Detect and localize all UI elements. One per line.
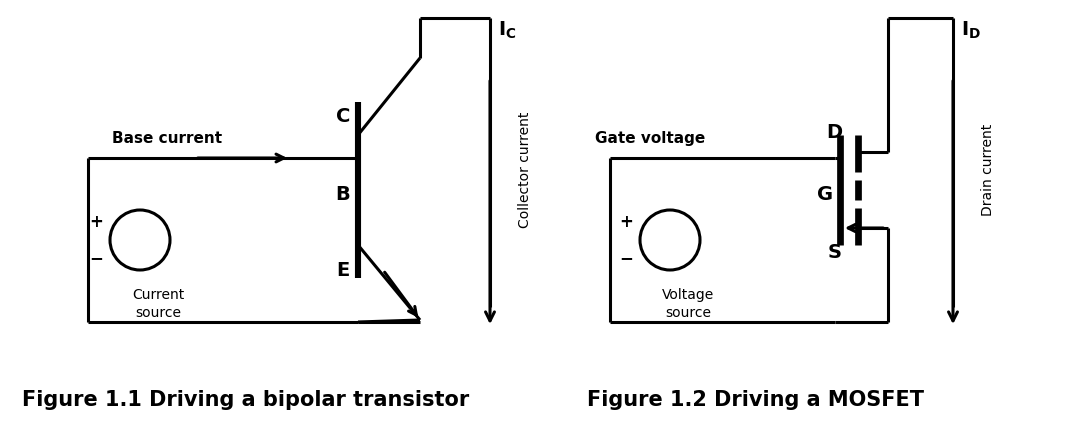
Text: +: + bbox=[89, 213, 103, 231]
Text: +: + bbox=[619, 213, 633, 231]
Circle shape bbox=[110, 210, 170, 270]
Text: B: B bbox=[335, 186, 350, 204]
Text: Figure 1.1 Driving a bipolar transistor: Figure 1.1 Driving a bipolar transistor bbox=[22, 390, 469, 410]
Text: Figure 1.2 Driving a MOSFET: Figure 1.2 Driving a MOSFET bbox=[588, 390, 924, 410]
Text: D: D bbox=[826, 123, 842, 142]
Text: S: S bbox=[828, 243, 842, 262]
Text: Collector current: Collector current bbox=[518, 112, 532, 228]
Text: −: − bbox=[619, 249, 633, 267]
Text: E: E bbox=[337, 261, 350, 280]
Text: −: − bbox=[89, 249, 103, 267]
Text: Voltage
source: Voltage source bbox=[662, 288, 714, 320]
Text: $\mathbf{I_D}$: $\mathbf{I_D}$ bbox=[961, 20, 981, 41]
Text: Drain current: Drain current bbox=[981, 124, 995, 216]
Text: G: G bbox=[816, 186, 833, 204]
Text: Base current: Base current bbox=[112, 131, 222, 146]
Text: C: C bbox=[336, 107, 350, 126]
Text: $\mathbf{I_C}$: $\mathbf{I_C}$ bbox=[498, 20, 516, 41]
Text: Current
source: Current source bbox=[132, 288, 184, 320]
Text: Gate voltage: Gate voltage bbox=[595, 131, 705, 146]
Circle shape bbox=[640, 210, 700, 270]
